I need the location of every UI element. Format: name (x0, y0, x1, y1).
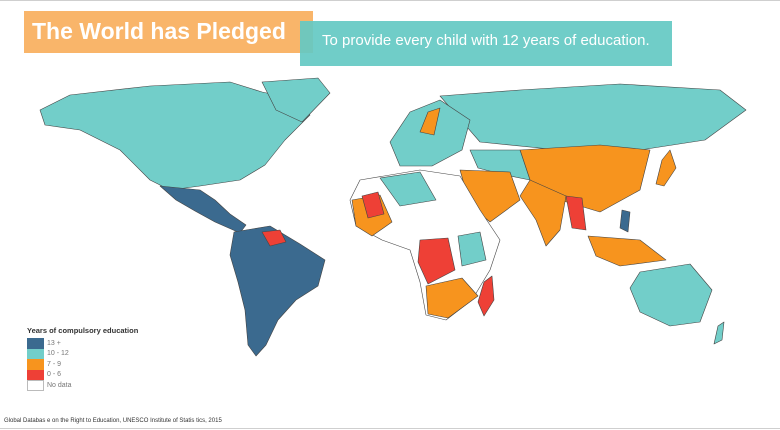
legend-swatch (27, 369, 44, 380)
legend-swatch (27, 359, 44, 370)
region-southern-africa (425, 277, 479, 319)
region-venezuela (261, 229, 287, 247)
region-madagascar (477, 275, 495, 317)
region-greenland (261, 77, 331, 123)
map-legend: Years of compulsory education 13 + 10 - … (27, 326, 138, 391)
region-japan (655, 149, 677, 187)
legend-item: 0 - 6 (27, 369, 138, 380)
source-citation: Global Databas e on the Right to Educati… (4, 418, 222, 424)
region-north-africa (379, 171, 437, 207)
legend-item: 7 - 9 (27, 359, 138, 370)
legend-label: 0 - 6 (47, 371, 62, 379)
region-scandinavia (419, 107, 441, 136)
legend-label: 7 - 9 (47, 360, 62, 368)
region-north-america (39, 81, 311, 191)
region-central-america (159, 185, 247, 234)
region-east-africa (457, 231, 487, 267)
region-central-asia (469, 149, 531, 181)
region-australia (629, 263, 713, 327)
region-new-zealand (713, 321, 725, 345)
title-banner: The World has Pledged (24, 11, 313, 53)
top-divider (0, 0, 780, 1)
region-south-america (229, 225, 326, 357)
subtitle-banner: To provide every child with 12 years of … (300, 21, 672, 66)
legend-swatch (27, 380, 44, 391)
bottom-divider (0, 428, 780, 429)
region-russia (439, 83, 747, 151)
legend-swatch (27, 348, 44, 359)
region-central-africa (417, 237, 456, 285)
legend-label: 10 - 12 (47, 350, 69, 358)
region-mali (361, 191, 385, 219)
region-philippines (619, 209, 631, 233)
legend-item: 10 - 12 (27, 348, 138, 359)
legend-item: 13 + (27, 338, 138, 349)
legend-item: No data (27, 380, 138, 391)
legend-label: No data (47, 381, 72, 389)
region-myanmar (565, 195, 587, 231)
region-southeast-asia (587, 235, 667, 267)
legend-label: 13 + (47, 339, 61, 347)
legend-swatch (27, 338, 44, 349)
legend-title: Years of compulsory education (27, 326, 139, 335)
